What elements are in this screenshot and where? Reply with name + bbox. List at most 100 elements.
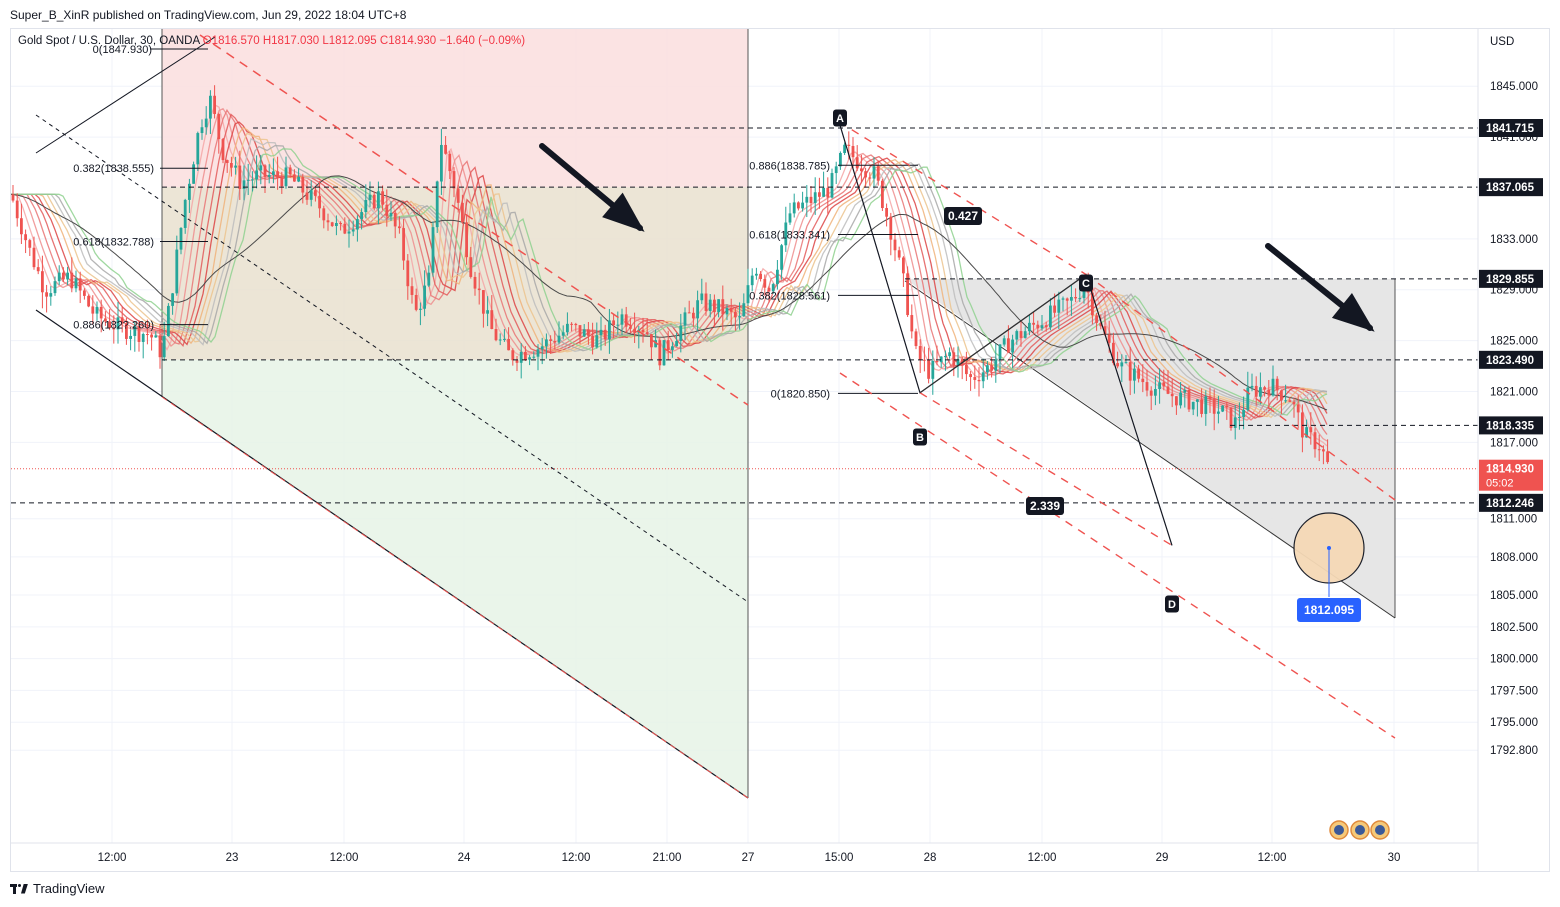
price-tick-label: 1845.000 [1490,81,1538,93]
level-price-tag: 1812.246 [1479,493,1543,512]
candle-body [1233,417,1237,428]
candle-body [591,335,594,348]
candle-body [158,335,162,358]
level-price-tag: 1818.335 [1479,416,1543,435]
channel-upper-line [35,36,216,154]
candle-body [595,335,599,348]
candle-body [486,310,489,314]
candle-body [1322,449,1325,452]
candle-body [658,340,662,366]
candle-body [1112,342,1115,364]
time-tick-label: 15:00 [825,852,854,864]
candle-body [66,272,69,280]
pattern-point-d: D [1165,595,1179,613]
candle-body [1305,427,1308,438]
candle-body [104,318,107,322]
candle-body [171,293,174,306]
candle-body [969,374,972,378]
candle-body [263,165,267,177]
candle-body [1179,392,1182,406]
candle-body [167,305,170,337]
time-axis[interactable]: 12:00 23 12:00 24 12:00 21:00 27 15:00 28 12:00 29… [11,842,1478,864]
candle-body [423,285,426,309]
candle-body [28,240,32,248]
candle-body [650,334,653,348]
level-price-value: 1812.246 [1486,498,1534,510]
candle-body [729,307,733,312]
candle-body [893,239,897,251]
candle-body [923,359,926,361]
candle-body [57,272,61,282]
candle-body [692,312,695,319]
candle-body [834,166,838,174]
fib-left-label: 0.618(1832.788) [73,237,154,249]
symbol-name: Gold Spot / U.S. Dollar, 30, OANDA [18,35,200,47]
candle-body [557,335,561,343]
candle-body [654,340,657,348]
candle-body [797,202,800,209]
level-price-tag-bg [1479,178,1543,197]
candle-body [1028,322,1031,332]
candle-body [696,300,699,319]
candle-body [482,290,485,314]
candle-body [847,144,851,147]
current-price-tag: 1814.930 05:02 [1479,459,1543,491]
candle-body [74,278,78,289]
candle-body [935,360,939,363]
candle-body [276,171,279,178]
candle-body [452,171,456,189]
candle-body [150,334,153,338]
candle-body [603,329,607,340]
candle-body [721,299,725,315]
ribbon-line [11,132,1328,419]
candle-body [259,165,263,171]
candle-body [297,176,300,182]
candle-body [540,346,544,350]
legend-high: H1817.030 [262,35,320,47]
candle-body [1259,387,1262,397]
candle-body [477,288,481,291]
candle-body [1238,417,1241,419]
price-axis[interactable]: USD1845.0001841.0001833.0001829.0001825.… [1477,29,1543,872]
legend-open: O1816.570 [202,35,260,47]
candle-body [389,212,393,217]
candle-body [965,364,968,375]
target-dot [1327,546,1331,550]
candle-body [196,133,200,165]
candle-body [1074,297,1077,299]
drawings [11,34,1478,799]
candle-body [209,95,212,119]
candle-body [146,334,149,336]
candle-body [1141,378,1145,383]
c-ext-dashed-line [1085,273,1396,501]
candle-body [364,200,368,213]
candle-body [108,321,111,328]
candle-body [78,278,82,291]
candle-body [1166,386,1170,394]
current-price-value: 1814.930 [1486,464,1534,476]
time-tick-label: 24 [458,852,471,864]
candle-body [49,293,53,297]
candle-body [272,171,275,175]
candle-body [351,229,355,232]
candle-body [356,219,359,230]
ac-dashed-line [838,121,1087,276]
candle-body [385,204,389,217]
legend-close: C1814.930 [379,35,437,47]
fib-right-label: 0.618(1833.341) [749,230,830,242]
candle-body [519,351,523,363]
candle-body [1229,407,1233,428]
candle-body [792,202,796,214]
level-price-tag: 1829.855 [1479,269,1543,288]
candle-body [868,177,872,179]
candle-body [1221,405,1224,412]
candle-body [1057,299,1061,313]
price-tick-label: 1795.000 [1490,717,1538,729]
candle-body [393,212,397,227]
candle-body [1036,324,1040,329]
candle-body [398,226,401,229]
candle-body [448,153,452,172]
down-arrow-left [539,143,645,232]
candle-body [931,360,935,379]
